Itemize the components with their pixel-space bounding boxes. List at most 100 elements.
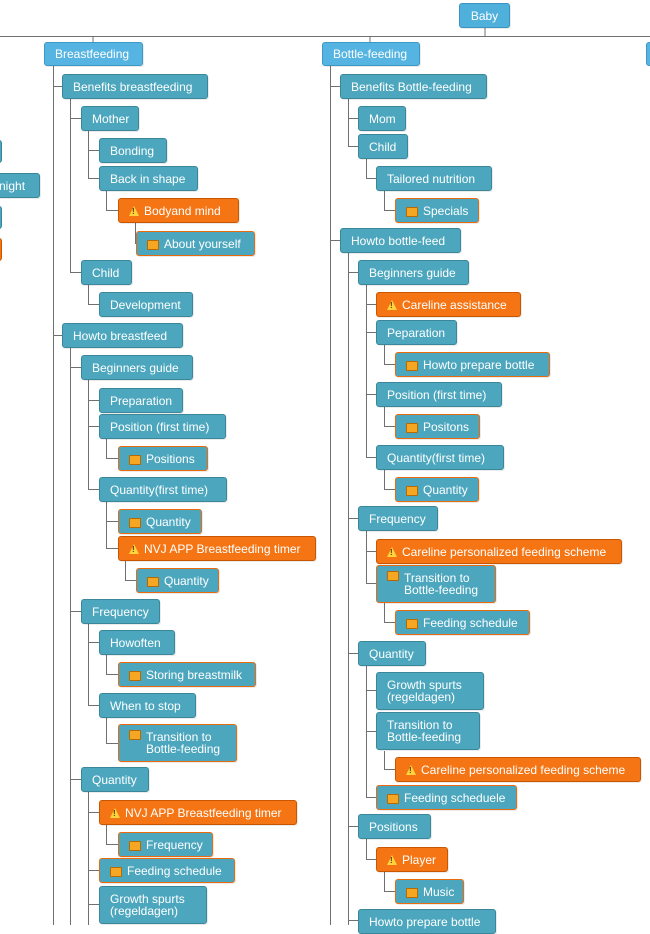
node-how-to-prepare-bottle[interactable]: Howto prepare bottle [395, 352, 550, 377]
flag-icon [387, 571, 399, 581]
node-label: Transition to Bottle-feeding [146, 730, 221, 756]
node-label: Music [423, 884, 455, 899]
node-label: Positions [369, 819, 418, 834]
node-label: When to stop [110, 698, 181, 713]
node-peparation[interactable]: Peparation [376, 320, 457, 345]
node-when-to-stop[interactable]: When to stop [99, 693, 196, 718]
flag-icon [406, 360, 418, 371]
node-how-often[interactable]: Howoften [99, 630, 175, 655]
node-label: Careline personalized feeding scheme [402, 544, 607, 559]
node-nvj-breastfeeding-timer-a[interactable]: NVJ APP Breastfeeding timer [118, 536, 316, 561]
node-child-bottle[interactable]: Child [358, 134, 408, 159]
node-position-first-time-bottle[interactable]: Position (first time) [376, 382, 502, 407]
node-label: Bonding [110, 143, 155, 158]
node-label: Positons [423, 419, 470, 434]
node-label: Frequency [92, 604, 149, 619]
node-position-first-time[interactable]: Position (first time) [99, 414, 226, 439]
node-growth-spurts[interactable]: Growth spurts (regeldagen) [99, 886, 207, 924]
node-label: night [0, 178, 26, 193]
node-quantity-first-time-bottle[interactable]: Quantity(first time) [376, 445, 504, 470]
node-feeding-scheduele[interactable]: Feeding scheduele [376, 785, 517, 810]
node-beginners-guide-bottle[interactable]: Beginners guide [358, 260, 469, 285]
node-label: Transition to Bottle-feeding [387, 718, 462, 744]
node-nvj-breastfeeding-timer-b[interactable]: NVJ APP Breastfeeding timer [99, 800, 297, 825]
warning-icon [387, 299, 397, 310]
node-label: Preparation [110, 393, 173, 408]
node-feeding-schedule-bottle[interactable]: Feeding schedule [395, 610, 530, 635]
node-breastfeeding[interactable]: Breastfeeding [44, 42, 143, 66]
node-growth-spurts-bottle[interactable]: Growth spurts (regeldagen) [376, 672, 484, 710]
node-benefits-breastfeeding[interactable]: Benefits breastfeeding [62, 74, 208, 99]
node-frequency-bottle[interactable]: Frequency [358, 506, 438, 531]
node-careline-assistance[interactable]: Careline assistance [376, 292, 521, 317]
node-body-and-mind[interactable]: Bodyand mind [118, 198, 239, 223]
flag-icon [129, 670, 141, 681]
partial-node-right-edge[interactable] [646, 42, 650, 66]
node-label: Howto breastfeed [73, 328, 168, 343]
node-bonding[interactable]: Bonding [99, 138, 167, 163]
node-positons[interactable]: Positons [395, 414, 480, 439]
node-bottle-feeding[interactable]: Bottle-feeding [322, 42, 420, 66]
node-music[interactable]: Music [395, 879, 464, 904]
partial-node-night[interactable]: night [0, 173, 40, 198]
node-frequency[interactable]: Frequency [81, 599, 160, 624]
node-mom[interactable]: Mom [358, 106, 406, 131]
node-quantity-a[interactable]: Quantity [118, 509, 202, 534]
node-label: Frequency [146, 837, 203, 852]
flag-icon [129, 454, 141, 465]
node-positions-bottle[interactable]: Positions [358, 814, 431, 839]
node-about-yourself[interactable]: About yourself [136, 231, 255, 256]
node-transition-to-bottle-c[interactable]: Transition to Bottle-feeding [376, 712, 480, 750]
node-mother[interactable]: Mother [81, 106, 139, 131]
node-label: Howto prepare bottle [423, 357, 535, 372]
node-beginners-guide[interactable]: Beginners guide [81, 355, 193, 380]
node-label: Breastfeeding [55, 47, 130, 61]
node-how-to-prepare-bottle-b[interactable]: Howto prepare bottle [358, 909, 496, 934]
node-benefits-bottle-feeding[interactable]: Benefits Bottle-feeding [340, 74, 487, 99]
node-feeding-schedule[interactable]: Feeding schedule [99, 858, 235, 883]
root-node-baby[interactable]: Baby [459, 3, 510, 28]
node-label: Quantity [369, 646, 414, 661]
node-quantity[interactable]: Quantity [81, 767, 149, 792]
flag-icon [129, 730, 141, 740]
node-transition-to-bottle-a[interactable]: Transition to Bottle-feeding [118, 724, 237, 762]
node-preparation[interactable]: Preparation [99, 388, 183, 413]
flag-icon [147, 239, 159, 250]
node-label: Bodyand mind [144, 203, 221, 218]
node-quantity-bottle-a[interactable]: Quantity [395, 477, 479, 502]
node-quantity-bottle[interactable]: Quantity [358, 641, 426, 666]
node-frequency-b[interactable]: Frequency [118, 832, 213, 857]
node-label: Beginners guide [92, 360, 179, 375]
node-label: Positions [146, 451, 195, 466]
node-label: Growth spurts (regeldagen) [387, 678, 462, 704]
node-development[interactable]: Development [99, 292, 193, 317]
partial-node-left-2[interactable] [0, 206, 2, 229]
node-how-to-breastfeed[interactable]: Howto breastfeed [62, 323, 183, 348]
node-label: Peparation [387, 325, 446, 340]
node-specials[interactable]: Specials [395, 198, 479, 223]
node-label: Bottle-feeding [333, 47, 408, 61]
node-child[interactable]: Child [81, 260, 132, 285]
node-how-to-bottle-feed[interactable]: Howto bottle-feed [340, 228, 461, 253]
node-positions[interactable]: Positions [118, 446, 208, 471]
flag-icon [147, 576, 159, 587]
node-label: Player [402, 852, 437, 867]
node-label: Feeding schedule [423, 615, 518, 630]
partial-node-left-1[interactable] [0, 140, 2, 163]
warning-icon [129, 543, 139, 554]
node-label: Back in shape [110, 171, 186, 186]
node-quantity-b[interactable]: Quantity [136, 568, 219, 593]
node-player[interactable]: Player [376, 847, 448, 872]
node-back-in-shape[interactable]: Back in shape [99, 166, 198, 191]
node-label: NVJ APP Breastfeeding timer [125, 805, 282, 820]
node-transition-to-bottle-b[interactable]: Transition to Bottle-feeding [376, 565, 496, 603]
node-quantity-first-time[interactable]: Quantity(first time) [99, 477, 227, 502]
node-storing-breastmilk[interactable]: Storing breastmilk [118, 662, 256, 687]
partial-node-left-orange[interactable] [0, 238, 2, 261]
node-tailored-nutrition[interactable]: Tailored nutrition [376, 166, 492, 191]
warning-icon [110, 807, 120, 818]
node-label: Benefits Bottle-feeding [351, 79, 472, 94]
node-careline-scheme-a[interactable]: Careline personalized feeding scheme [376, 539, 622, 564]
node-label: Beginners guide [369, 265, 456, 280]
node-careline-scheme-b[interactable]: Careline personalized feeding scheme [395, 757, 641, 782]
